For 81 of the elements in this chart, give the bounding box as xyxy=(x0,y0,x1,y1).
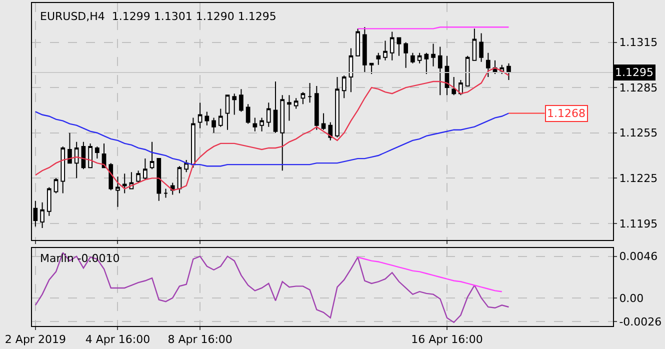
x-tick-label: 2 Apr 2019 xyxy=(4,333,66,346)
candlestick xyxy=(204,111,210,126)
candlestick xyxy=(273,81,278,134)
candlestick xyxy=(308,82,312,104)
candlestick xyxy=(383,40,388,61)
candlestick xyxy=(212,117,216,134)
candlestick xyxy=(143,158,148,180)
candlestick xyxy=(424,52,429,74)
candlestick xyxy=(335,76,340,138)
candlestick xyxy=(54,178,58,194)
candlestick xyxy=(294,98,298,110)
candlestick xyxy=(431,43,436,67)
candlestick xyxy=(68,132,72,164)
candlestick xyxy=(376,52,381,66)
candlestick xyxy=(246,104,250,124)
y-tick-label: -0.0026 xyxy=(619,315,662,328)
candlestick xyxy=(122,173,127,194)
ref-line-label: 1.1295 xyxy=(615,66,654,79)
candlestick xyxy=(342,74,346,99)
y-tick-label: 1.1225 xyxy=(619,172,658,186)
text: 1.1268 xyxy=(547,107,586,120)
text: EURUSD,H4 1.1299 1.1301 1.1290 1.1295 xyxy=(40,10,276,23)
candlestick xyxy=(506,62,511,81)
candlestick xyxy=(417,52,422,64)
y-tick-label: 1.1285 xyxy=(619,81,658,94)
candlestick xyxy=(465,55,470,87)
line-series xyxy=(34,252,510,323)
y-tick-label: 0.0046 xyxy=(619,250,658,264)
candlestick xyxy=(300,92,306,105)
candlestick xyxy=(314,86,319,130)
candlestick xyxy=(410,52,415,64)
candlestick xyxy=(218,108,223,128)
y-tick-label: 1.1315 xyxy=(619,36,658,50)
x-tick-label: 4 Apr 16:00 xyxy=(85,333,150,346)
candlestick xyxy=(458,80,463,96)
candlestick xyxy=(280,94,285,172)
candlestick xyxy=(438,46,442,96)
candlestick xyxy=(239,88,244,112)
candlestick xyxy=(404,42,408,68)
candlestick xyxy=(150,141,154,170)
y-tick-label: 0.00 xyxy=(619,292,644,305)
candlestick xyxy=(396,37,402,56)
candlestick xyxy=(321,112,326,130)
candlestick xyxy=(486,52,490,78)
x-tick-label: 8 Apr 16:00 xyxy=(168,333,232,346)
candlestick xyxy=(260,117,264,132)
candlestick xyxy=(74,141,79,179)
candlestick xyxy=(328,122,333,141)
candlestick xyxy=(479,32,484,62)
line-series xyxy=(34,67,510,191)
line-series xyxy=(34,111,510,167)
candlestick xyxy=(108,162,114,191)
candlestick xyxy=(60,146,66,194)
candlestick xyxy=(348,48,354,93)
candlestick xyxy=(88,142,92,168)
line-series xyxy=(357,256,502,292)
candlestick xyxy=(444,55,450,96)
candlestick xyxy=(287,94,292,122)
candlestick xyxy=(225,94,230,130)
candlestick xyxy=(191,117,196,168)
candlestick xyxy=(184,160,189,173)
y-tick-label: 1.1195 xyxy=(619,217,658,230)
candlestick xyxy=(390,31,394,61)
candlestick xyxy=(164,188,168,198)
candlestick xyxy=(46,186,52,216)
candlestick xyxy=(94,146,100,160)
candlestick xyxy=(198,102,202,129)
candlestick xyxy=(266,102,271,128)
candlestick xyxy=(362,26,367,73)
candlestick xyxy=(472,28,477,61)
candlestick xyxy=(232,93,237,116)
candlestick xyxy=(116,176,120,208)
x-tick-label: 16 Apr 16:00 xyxy=(411,333,483,346)
y-tick-label: 1.1255 xyxy=(619,126,658,140)
candlestick xyxy=(156,158,162,202)
candlestick xyxy=(369,62,374,74)
candlestick xyxy=(356,28,360,56)
candlestick xyxy=(136,170,140,184)
candlestick xyxy=(252,117,258,132)
candlestick xyxy=(452,76,456,96)
candlestick xyxy=(40,202,44,228)
